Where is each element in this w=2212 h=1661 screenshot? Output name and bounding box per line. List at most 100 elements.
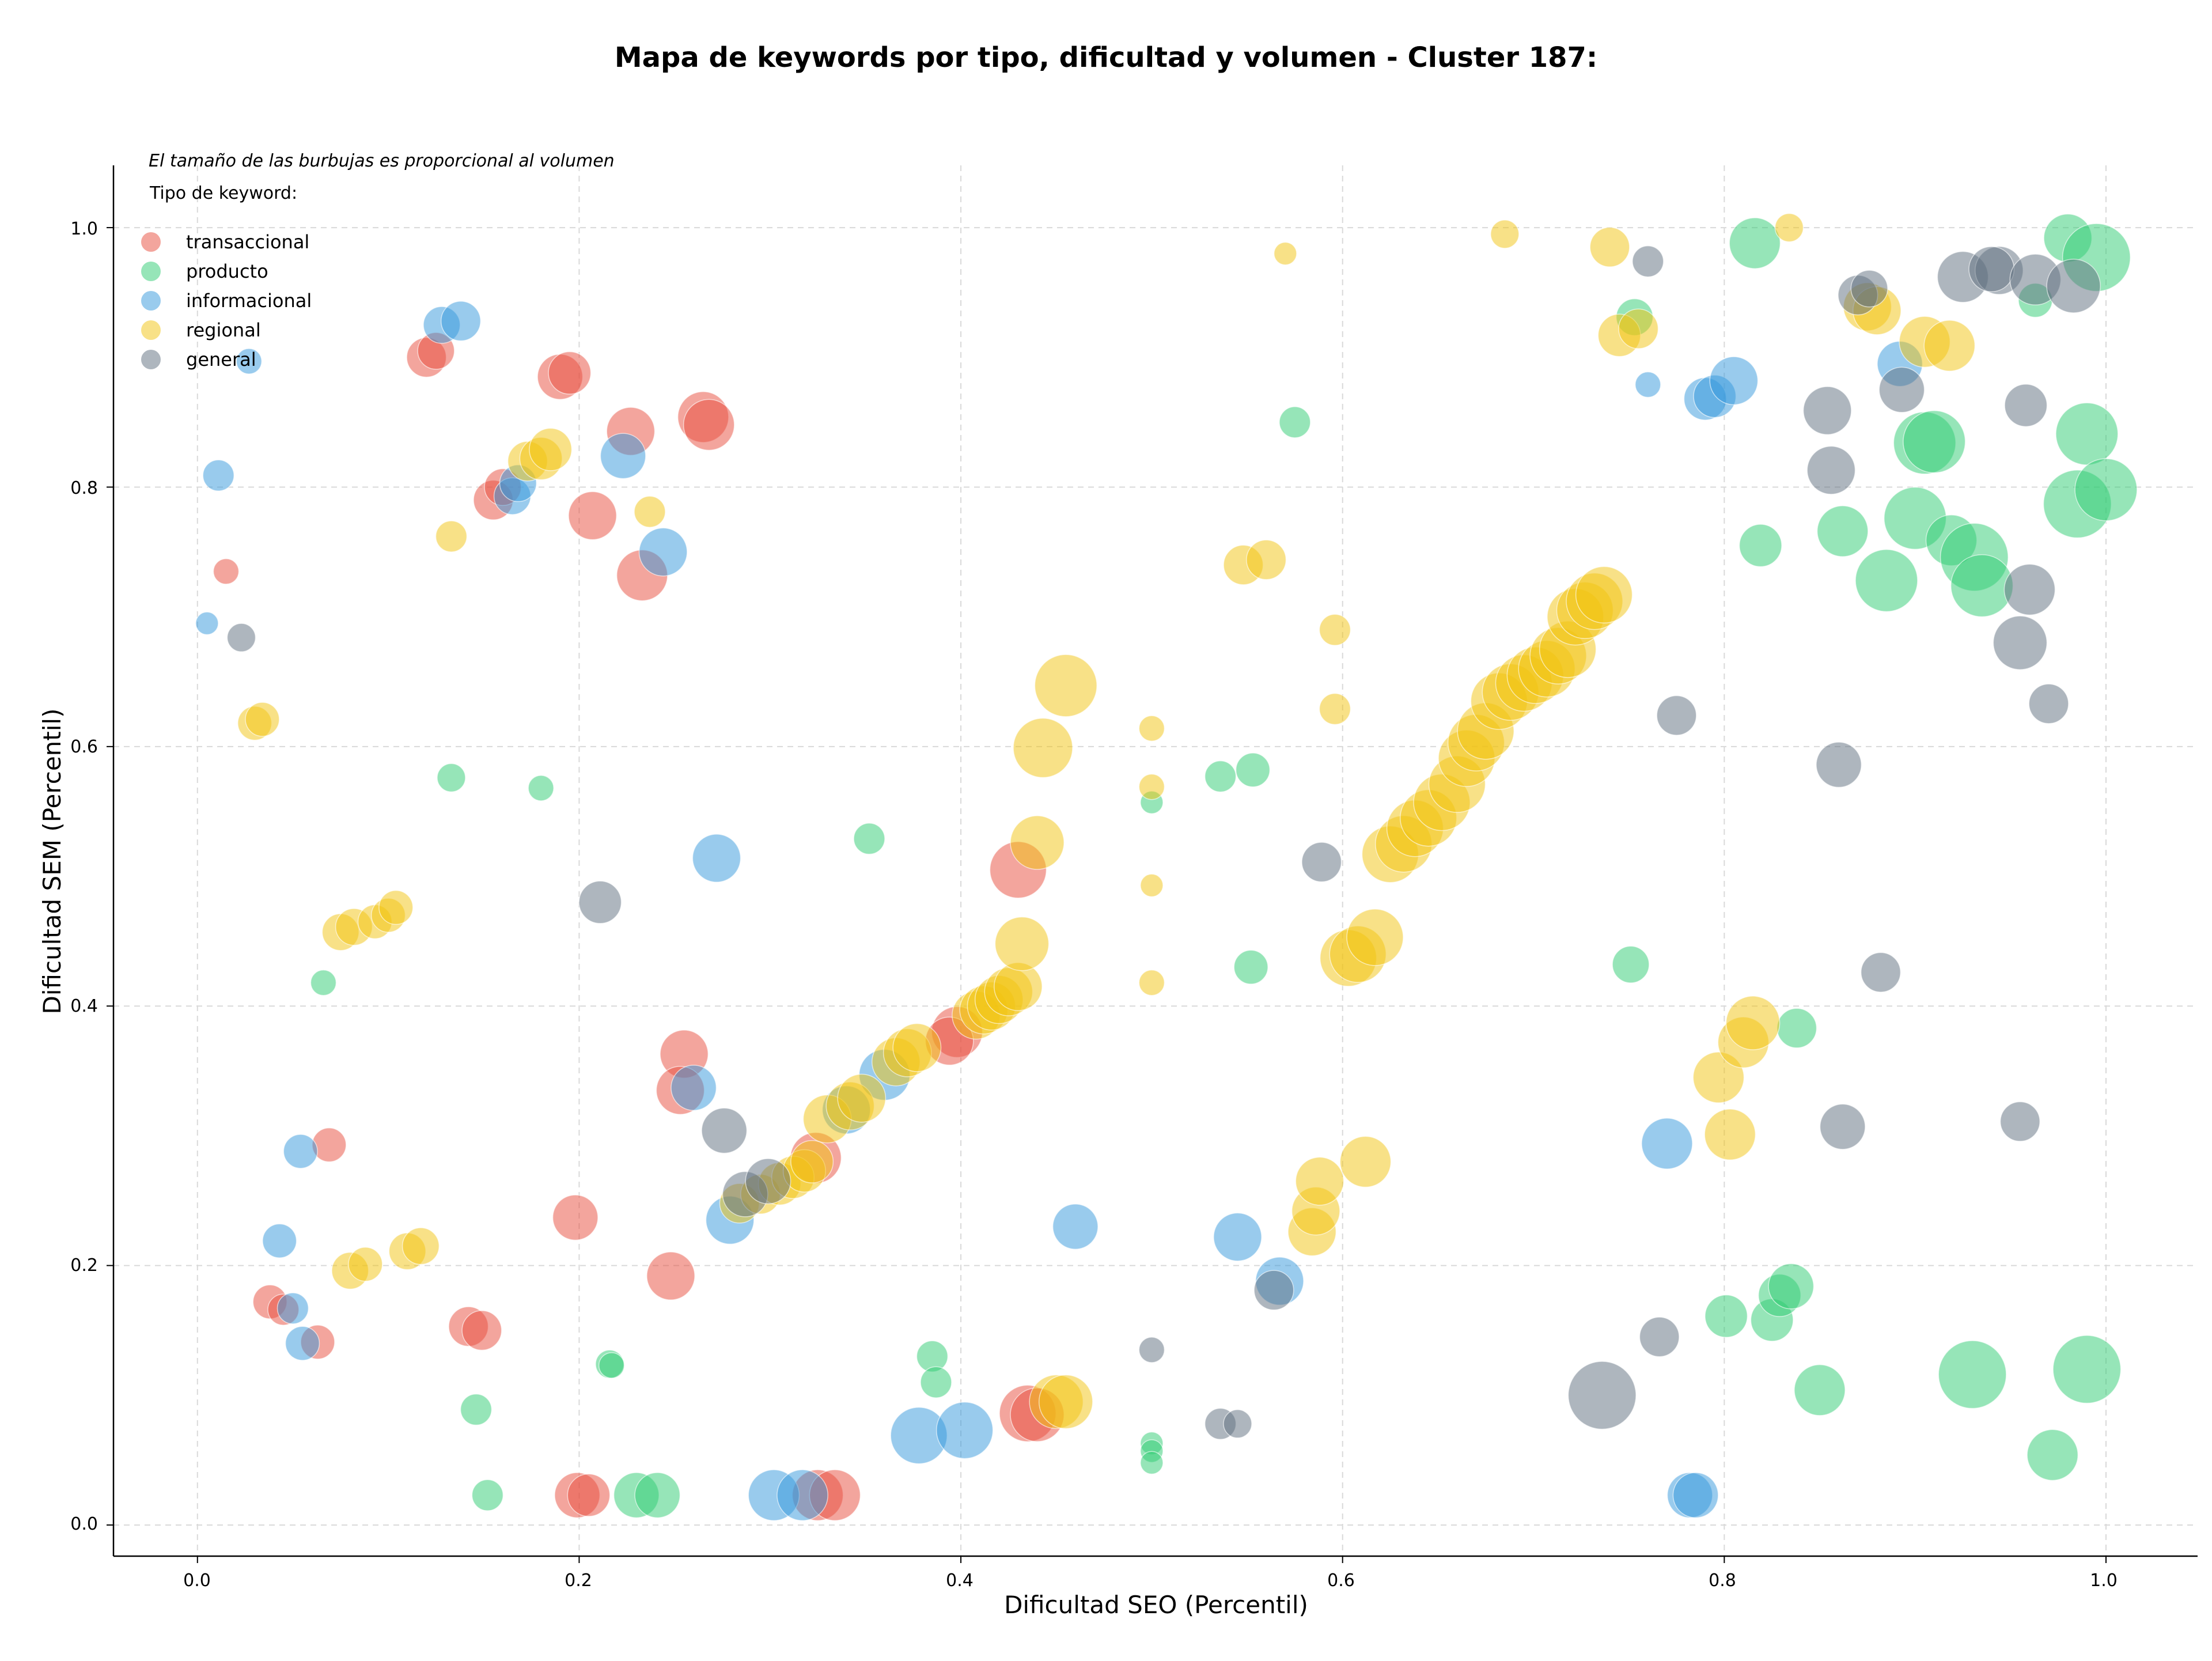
bubble-informacional [1052, 1204, 1099, 1250]
bubble-regional [1010, 815, 1065, 870]
series-general [226, 245, 2101, 1440]
plot-axes [112, 165, 2198, 1557]
bubble-general [1656, 695, 1697, 736]
grid [113, 165, 2198, 1556]
bubble-regional [1725, 996, 1781, 1050]
bubble-producto [920, 1366, 952, 1398]
bubble-informacional [276, 1292, 309, 1325]
bubble-informacional [671, 1065, 717, 1111]
bubble-producto [1938, 1340, 2007, 1409]
bubble-regional [1346, 909, 1404, 966]
legend-marker-producto [141, 262, 161, 281]
bubble-general [578, 880, 622, 924]
bubble-informacional [1213, 1212, 1262, 1262]
bubble-producto [2055, 402, 2119, 466]
bubble-producto [2074, 458, 2138, 521]
bubble-regional [378, 890, 414, 925]
legend-label-producto: producto [186, 260, 268, 282]
bubble-regional [1038, 1374, 1093, 1429]
bubble-informacional [283, 1134, 318, 1169]
bubble-regional [1704, 1108, 1756, 1160]
bubble-regional [245, 702, 280, 737]
bubble-informacional [202, 459, 234, 491]
bubble-producto [1816, 505, 1869, 557]
bubble-producto [853, 823, 885, 855]
bubble-producto [634, 1472, 681, 1519]
bubble-producto [1612, 945, 1650, 983]
bubble-producto [1705, 1294, 1748, 1338]
bubble-transaccional [552, 1194, 599, 1241]
bubble-producto [471, 1479, 504, 1511]
bubble-transaccional [683, 399, 735, 451]
bubble-producto [1729, 217, 1781, 269]
bubble-producto [1903, 410, 1966, 474]
bubble-general [2003, 563, 2056, 616]
x-tick-label: 0.6 [1327, 1571, 1355, 1591]
bubble-general [1860, 952, 1902, 993]
legend-marker-informacional [141, 291, 161, 311]
bubble-general [1850, 270, 1888, 308]
bubble-general [1301, 842, 1342, 883]
bubble-general [701, 1107, 748, 1154]
chart-subtitle: El tamaño de las burbujas es proporciona… [149, 151, 615, 171]
bubble-producto [598, 1352, 625, 1379]
bubble-regional [1319, 614, 1351, 646]
bubble-informacional [195, 611, 219, 635]
series-producto [310, 213, 2138, 1519]
bubble-regional [1013, 717, 1073, 778]
bubble-general [1253, 1270, 1294, 1311]
bubble-general [1632, 245, 1664, 278]
bubble-regional [1589, 226, 1630, 267]
bubble-informacional [1709, 356, 1759, 406]
bubble-producto [437, 763, 466, 793]
bubble-regional [1490, 220, 1520, 249]
legend-label-regional: regional [186, 319, 261, 341]
bubble-producto [1204, 760, 1237, 793]
bubble-regional [634, 495, 666, 528]
bubble-producto [1950, 554, 2014, 618]
bubble-producto [1233, 949, 1268, 985]
bubble-general [2046, 259, 2101, 313]
y-axis-label: Dificultad SEM (Percentil) [38, 709, 66, 1015]
bubble-regional [1138, 969, 1165, 996]
bubble-informacional [638, 527, 688, 577]
bubble-transaccional [548, 351, 592, 395]
x-tick-label: 0.4 [946, 1571, 974, 1591]
y-tick-label: 0.4 [70, 996, 98, 1016]
bubble-regional [1034, 654, 1097, 717]
bubble-general [1993, 615, 2048, 670]
x-tick-label: 0.0 [183, 1571, 211, 1591]
bubble-layer [195, 213, 2138, 1522]
bubble-producto [1777, 1008, 1817, 1049]
legend-label-informacional: informacional [186, 290, 312, 312]
bubble-informacional [440, 301, 482, 342]
bubble-informacional [236, 348, 263, 374]
bubble-informacional [262, 1223, 297, 1258]
bubble-regional [837, 1073, 887, 1123]
bubble-regional [1319, 693, 1351, 725]
bubble-informacional [1635, 371, 1661, 398]
bubble-regional [529, 427, 573, 471]
bubble-regional [1774, 213, 1804, 243]
bubble-general [1878, 366, 1925, 413]
bubble-producto [1279, 406, 1311, 438]
bubble-producto [1738, 524, 1782, 567]
bubble-regional [790, 1140, 834, 1183]
y-tick-label: 0.8 [70, 478, 98, 498]
bubble-general [1999, 1101, 2040, 1142]
bubble-transaccional [461, 1310, 502, 1351]
bubble-general [1138, 1337, 1165, 1363]
bubble-regional [1575, 566, 1633, 624]
bubble-informacional [1641, 1118, 1693, 1170]
bubble-producto [2027, 1429, 2079, 1481]
bubble-general [226, 623, 256, 652]
x-tick-label: 1.0 [2090, 1571, 2118, 1591]
bubble-regional [892, 1023, 942, 1072]
legend-title: Tipo de keyword: [149, 183, 297, 203]
tick-marks [107, 227, 2107, 1563]
bubble-regional [1138, 773, 1165, 800]
bubble-regional [435, 520, 468, 553]
bubble-producto [460, 1393, 493, 1426]
bubble-regional [1273, 241, 1297, 266]
bubble-transaccional [567, 1473, 611, 1517]
